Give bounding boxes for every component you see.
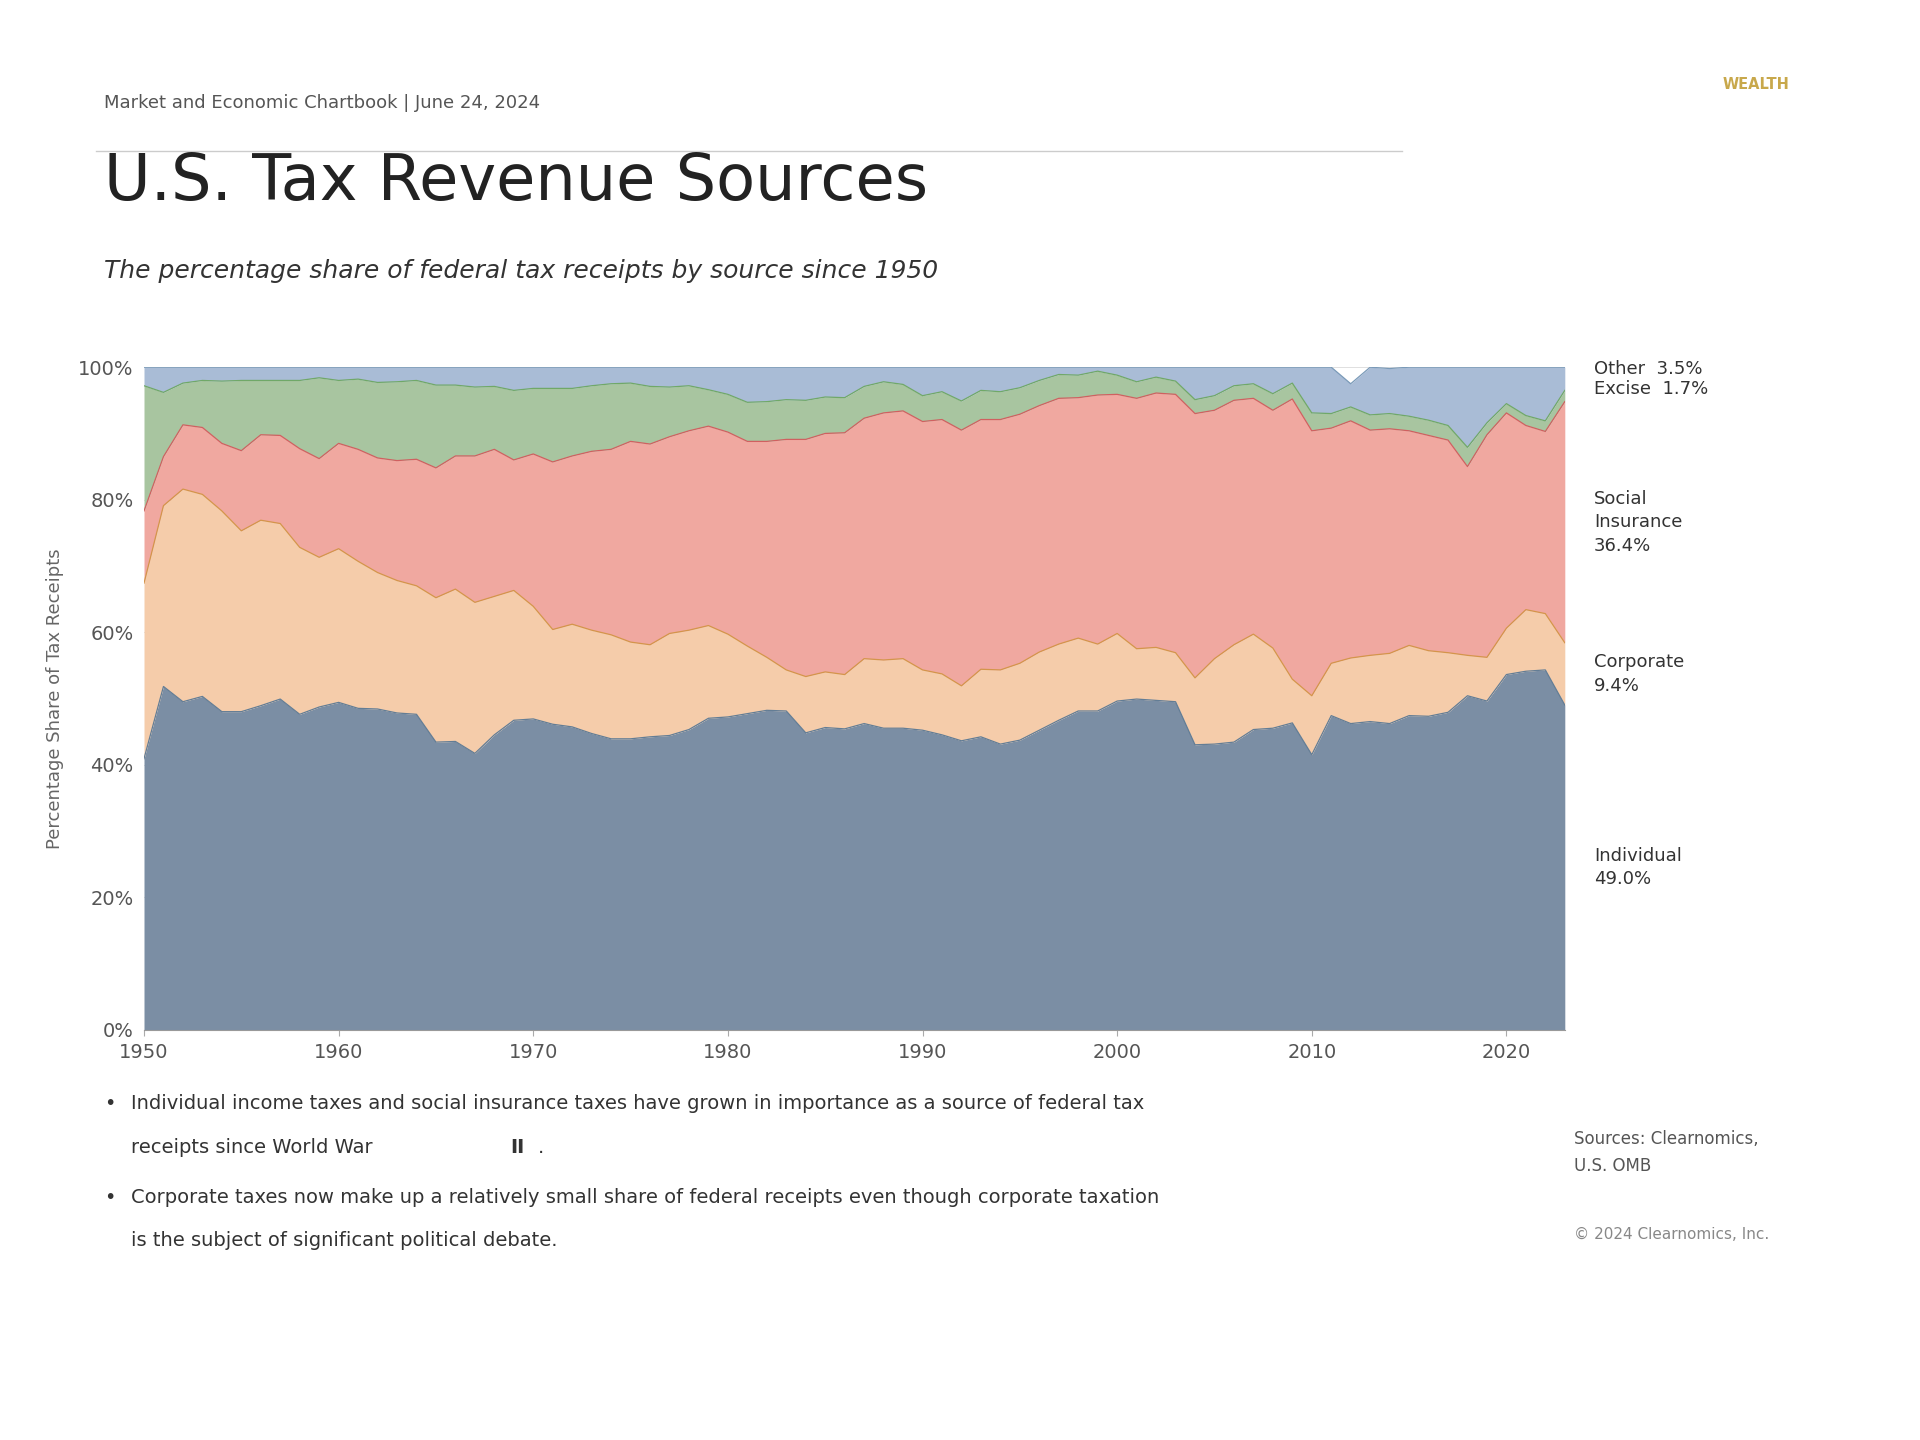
Text: is the subject of significant political debate.: is the subject of significant political … bbox=[131, 1231, 557, 1250]
Text: © 2024 Clearnomics, Inc.: © 2024 Clearnomics, Inc. bbox=[1574, 1227, 1770, 1241]
Text: •: • bbox=[104, 1094, 115, 1113]
Text: Other  3.5%: Other 3.5% bbox=[1594, 360, 1703, 377]
Text: Individual
49.0%: Individual 49.0% bbox=[1594, 847, 1682, 888]
Y-axis label: Percentage Share of Tax Receipts: Percentage Share of Tax Receipts bbox=[46, 549, 63, 848]
Text: CROSS BORDER: CROSS BORDER bbox=[1509, 76, 1638, 92]
Text: WEALTH: WEALTH bbox=[1722, 76, 1789, 92]
Text: Corporate taxes now make up a relatively small share of federal receipts even th: Corporate taxes now make up a relatively… bbox=[131, 1188, 1160, 1207]
Text: receipts since World War: receipts since World War bbox=[131, 1138, 378, 1156]
Text: II: II bbox=[511, 1138, 524, 1156]
Text: Corporate
9.4%: Corporate 9.4% bbox=[1594, 654, 1684, 694]
Text: Excise  1.7%: Excise 1.7% bbox=[1594, 380, 1709, 399]
Text: The percentage share of federal tax receipts by source since 1950: The percentage share of federal tax rece… bbox=[104, 259, 937, 284]
Text: Market and Economic Chartbook | June 24, 2024: Market and Economic Chartbook | June 24,… bbox=[104, 94, 540, 111]
Text: •: • bbox=[104, 1188, 115, 1207]
Text: .: . bbox=[538, 1138, 543, 1156]
Text: U.S. Tax Revenue Sources: U.S. Tax Revenue Sources bbox=[104, 151, 927, 213]
Text: Individual income taxes and social insurance taxes have grown in importance as a: Individual income taxes and social insur… bbox=[131, 1094, 1144, 1113]
Text: Social
Insurance
36.4%: Social Insurance 36.4% bbox=[1594, 490, 1682, 554]
Text: Sources: Clearnomics,
U.S. OMB: Sources: Clearnomics, U.S. OMB bbox=[1574, 1130, 1759, 1175]
